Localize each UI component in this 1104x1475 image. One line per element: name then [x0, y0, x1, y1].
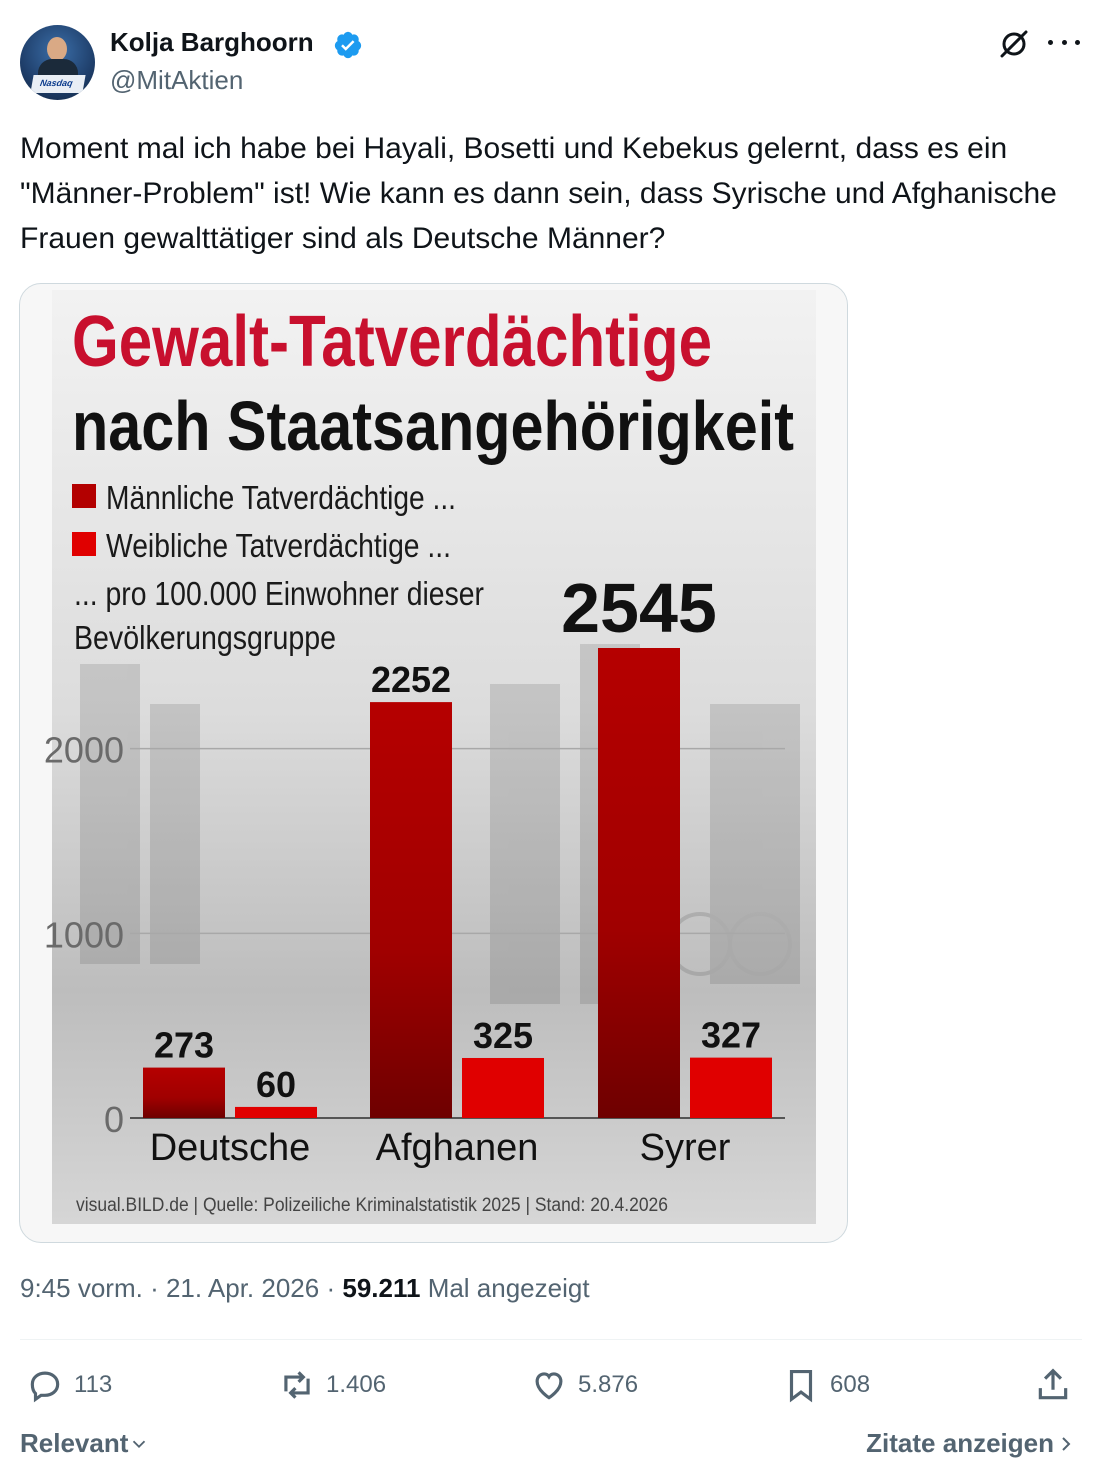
meta-separator: ·	[150, 1273, 159, 1303]
chart-subtitle: nach Staatsangehörigkeit	[72, 387, 794, 465]
legend-female-label: Weibliche Tatverdächtige ...	[106, 527, 451, 564]
quotes-label: Zitate anzeigen	[866, 1428, 1054, 1458]
data-label: 273	[154, 1025, 214, 1066]
bar-chart: Gewalt-Tatverdächtige nach Staatsangehör…	[44, 290, 816, 1224]
grok-icon[interactable]	[998, 28, 1030, 60]
view-quotes-link[interactable]: Zitate anzeigen	[866, 1428, 1078, 1459]
bookmark-button[interactable]: 608	[782, 1362, 870, 1408]
divider	[20, 1339, 1082, 1340]
avatar-desk: Nasdaq	[30, 75, 86, 93]
legend-male-label: Männliche Tatverdächtige ...	[106, 479, 456, 516]
avatar-head	[47, 37, 67, 61]
sort-dropdown[interactable]: Relevant	[20, 1428, 150, 1459]
reply-button[interactable]: 113	[26, 1362, 112, 1408]
share-icon	[1038, 1368, 1068, 1400]
verified-badge-icon	[334, 31, 362, 59]
reply-icon	[30, 1371, 60, 1403]
chart-title: Gewalt-Tatverdächtige	[72, 302, 712, 382]
y-tick-label: 1000	[44, 914, 124, 955]
bookmark-count: 608	[830, 1371, 871, 1398]
data-label: 60	[256, 1064, 296, 1105]
legend-swatch-female	[72, 532, 96, 556]
avatar[interactable]: Nasdaq	[20, 25, 95, 100]
sort-label: Relevant	[20, 1428, 129, 1458]
chevron-right-icon	[1062, 1436, 1071, 1451]
author-handle[interactable]: @MitAktien	[110, 65, 244, 95]
author-name[interactable]: Kolja Barghoorn	[110, 27, 314, 57]
more-icon[interactable]	[1048, 40, 1080, 50]
like-icon	[535, 1372, 563, 1400]
tweet-date[interactable]: 21. Apr. 2026	[165, 1273, 320, 1303]
data-label: 325	[473, 1015, 533, 1056]
view-count-label: Mal angezeigt	[427, 1273, 590, 1303]
share-button[interactable]	[1034, 1362, 1082, 1408]
tweet-time[interactable]: 9:45 vorm.	[20, 1273, 143, 1303]
tweet-media[interactable]: Gewalt-Tatverdächtige nach Staatsangehör…	[19, 283, 848, 1243]
like-button[interactable]: 5.876	[530, 1362, 638, 1408]
data-label: 327	[701, 1015, 761, 1056]
avatar-desk-text: Nasdaq	[39, 78, 74, 88]
data-label: 2252	[371, 659, 451, 700]
bar-female-afghanen	[462, 1057, 544, 1118]
x-category-label: Afghanen	[376, 1127, 539, 1169]
data-label: 2545	[561, 569, 717, 647]
repost-button[interactable]: 1.406	[278, 1362, 386, 1408]
bar-male-afghanen	[370, 702, 452, 1118]
view-count: 59.211	[342, 1273, 421, 1303]
bookmark-icon	[789, 1369, 813, 1403]
chart-note-line2: Bevölkerungsgruppe	[74, 619, 336, 656]
x-category-label: Syrer	[640, 1127, 731, 1169]
repost-count: 1.406	[326, 1371, 387, 1398]
y-tick-label: 0	[104, 1099, 124, 1140]
bar-male-deutsche	[143, 1067, 225, 1118]
like-count: 5.876	[578, 1371, 639, 1398]
tweet-text: Moment mal ich habe bei Hayali, Bosetti …	[20, 132, 1057, 255]
chart-note-line1: ... pro 100.000 Einwohner dieser	[74, 575, 484, 612]
bar-female-syrer	[690, 1057, 772, 1118]
reply-count: 113	[74, 1371, 113, 1398]
meta-separator: ·	[326, 1273, 336, 1303]
chart-source: visual.BILD.de | Quelle: Polizeiliche Kr…	[76, 1195, 668, 1216]
bar-male-syrer	[598, 648, 680, 1118]
tweet-meta: 9:45 vorm. · 21. Apr. 2026 · 59.211 Mal …	[20, 1273, 590, 1304]
bar-female-deutsche	[235, 1106, 317, 1118]
legend-swatch-male	[72, 484, 96, 508]
y-tick-label: 2000	[44, 730, 124, 771]
x-category-label: Deutsche	[150, 1127, 311, 1169]
chevron-down-icon	[133, 1440, 146, 1448]
repost-icon	[284, 1371, 310, 1399]
